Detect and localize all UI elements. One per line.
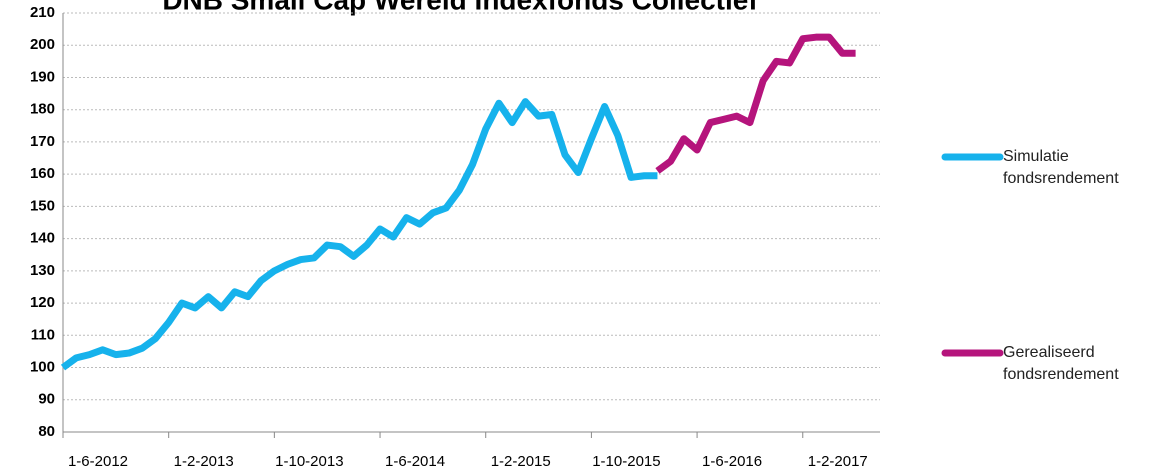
y-tick-label: 200	[30, 36, 55, 53]
y-tick-label: 150	[30, 197, 55, 214]
y-tick-label: 140	[30, 230, 55, 247]
x-tick-label: 1-10-2013	[275, 453, 343, 470]
y-tick-label: 190	[30, 68, 55, 85]
y-tick-label: 170	[30, 133, 55, 150]
series-line	[655, 33, 856, 174]
y-tick-label: 180	[30, 101, 55, 118]
x-tick-label: 1-6-2014	[385, 453, 445, 470]
x-tick-label: 1-2-2013	[174, 453, 234, 470]
series-line	[60, 98, 658, 371]
legend-label: Simulatie fondsrendement	[1003, 148, 1119, 187]
x-tick-label: 1-10-2015	[592, 453, 660, 470]
y-tick-label: 80	[38, 423, 55, 440]
x-tick-label: 1-6-2012	[68, 453, 128, 470]
y-tick-label: 100	[30, 359, 55, 376]
y-tick-label: 160	[30, 165, 55, 182]
chart-title: DNB Small Cap Wereld Indexfonds Collecti…	[162, 0, 758, 15]
y-tick-label: 130	[30, 262, 55, 279]
x-tick-label: 1-2-2017	[808, 453, 868, 470]
y-tick-label: 110	[31, 326, 55, 343]
legend-label: Gerealiseerd fondsrendement	[1003, 344, 1119, 383]
y-tick-label: 120	[30, 294, 55, 311]
y-tick-label: 210	[30, 4, 55, 21]
x-tick-label: 1-2-2015	[491, 453, 551, 470]
y-tick-label: 90	[38, 391, 55, 408]
x-tick-label: 1-6-2016	[702, 453, 762, 470]
